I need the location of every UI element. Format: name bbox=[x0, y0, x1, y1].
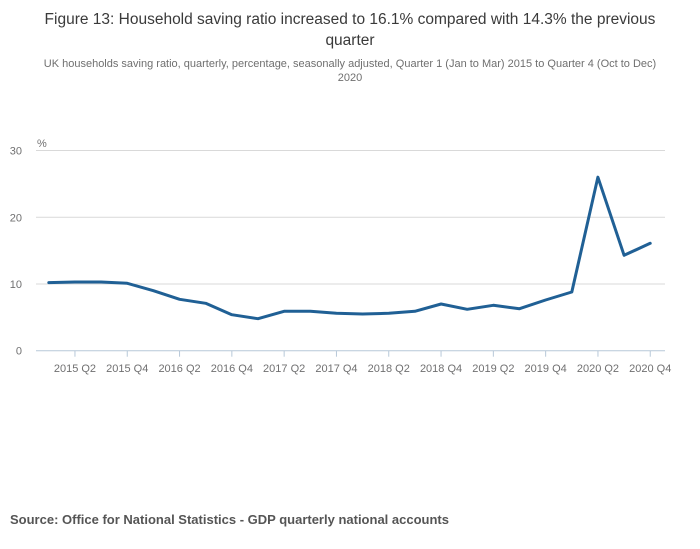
chart-title-text: Figure 13: Household saving ratio increa… bbox=[44, 11, 656, 49]
y-tick-label-10: 10 bbox=[10, 279, 22, 291]
x-tick-label: 2015 Q4 bbox=[106, 363, 148, 375]
x-tick-label: 2020 Q4 bbox=[629, 363, 671, 375]
saving-ratio-line-chart: 0 10 20 30% 2015 Q2 2015 Q4 2016 Q2 2016 Q4 2017… bbox=[10, 138, 672, 375]
chart-subtitle-text: UK households saving ratio, quarterly, p… bbox=[43, 58, 657, 84]
x-tick-label: 2016 Q2 bbox=[158, 363, 200, 375]
chart-subtitle: UK households saving ratio, quarterly, p… bbox=[0, 57, 700, 85]
x-tick-label: 2017 Q2 bbox=[263, 363, 305, 375]
x-tick-label: 2019 Q4 bbox=[525, 363, 567, 375]
x-tick-label: 2020 Q2 bbox=[577, 363, 619, 375]
x-tick-label: 2019 Q2 bbox=[472, 363, 514, 375]
x-tick-label: 2016 Q4 bbox=[211, 363, 253, 375]
x-tick-label: 2017 Q4 bbox=[315, 363, 357, 375]
y-tick-label-0: 0 bbox=[16, 346, 22, 358]
y-tick-label-20: 20 bbox=[10, 212, 22, 224]
x-tick-label: 2015 Q2 bbox=[54, 363, 96, 375]
source-note: Source: Office for National Statistics -… bbox=[10, 512, 449, 527]
y-tick-label-30: 30 bbox=[10, 146, 22, 158]
saving-ratio-series-line bbox=[47, 175, 652, 321]
x-tick-label: 2018 Q4 bbox=[420, 363, 462, 375]
chart-title: Figure 13: Household saving ratio increa… bbox=[0, 9, 700, 51]
x-tick-label: 2018 Q2 bbox=[368, 363, 410, 375]
y-axis-unit-label: % bbox=[37, 138, 47, 150]
